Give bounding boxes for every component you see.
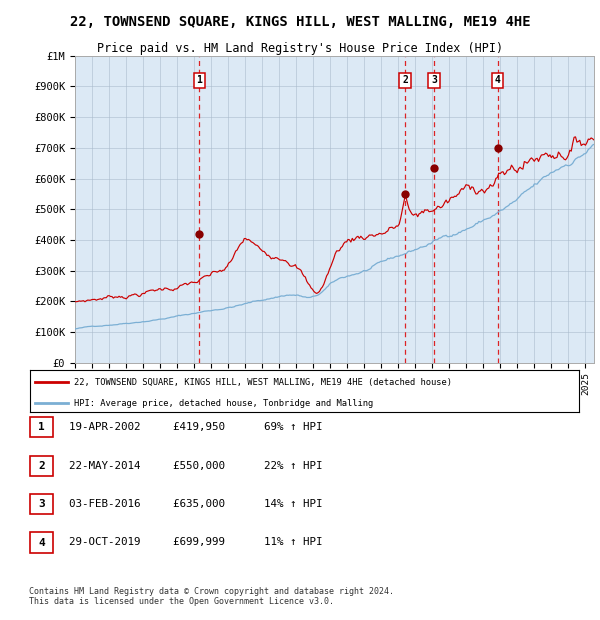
Text: 22-MAY-2014     £550,000      22% ↑ HPI: 22-MAY-2014 £550,000 22% ↑ HPI bbox=[69, 461, 323, 471]
Text: 03-FEB-2016     £635,000      14% ↑ HPI: 03-FEB-2016 £635,000 14% ↑ HPI bbox=[69, 499, 323, 509]
Text: 2: 2 bbox=[38, 461, 45, 471]
Text: Price paid vs. HM Land Registry's House Price Index (HPI): Price paid vs. HM Land Registry's House … bbox=[97, 42, 503, 55]
Text: 22, TOWNSEND SQUARE, KINGS HILL, WEST MALLING, ME19 4HE (detached house): 22, TOWNSEND SQUARE, KINGS HILL, WEST MA… bbox=[74, 378, 452, 388]
Text: 1: 1 bbox=[38, 422, 45, 432]
Text: 22, TOWNSEND SQUARE, KINGS HILL, WEST MALLING, ME19 4HE: 22, TOWNSEND SQUARE, KINGS HILL, WEST MA… bbox=[70, 16, 530, 30]
Text: 3: 3 bbox=[431, 76, 437, 86]
FancyBboxPatch shape bbox=[30, 456, 53, 476]
Text: 4: 4 bbox=[38, 538, 45, 547]
Text: 19-APR-2002     £419,950      69% ↑ HPI: 19-APR-2002 £419,950 69% ↑ HPI bbox=[69, 422, 323, 432]
Text: HPI: Average price, detached house, Tonbridge and Malling: HPI: Average price, detached house, Tonb… bbox=[74, 399, 373, 409]
FancyBboxPatch shape bbox=[30, 417, 53, 437]
Text: 1: 1 bbox=[196, 76, 202, 86]
Text: 3: 3 bbox=[38, 499, 45, 509]
Text: Contains HM Land Registry data © Crown copyright and database right 2024.
This d: Contains HM Land Registry data © Crown c… bbox=[29, 587, 394, 606]
FancyBboxPatch shape bbox=[30, 494, 53, 514]
Text: 29-OCT-2019     £699,999      11% ↑ HPI: 29-OCT-2019 £699,999 11% ↑ HPI bbox=[69, 538, 323, 547]
Text: 4: 4 bbox=[494, 76, 500, 86]
FancyBboxPatch shape bbox=[30, 533, 53, 552]
Text: 2: 2 bbox=[402, 76, 408, 86]
